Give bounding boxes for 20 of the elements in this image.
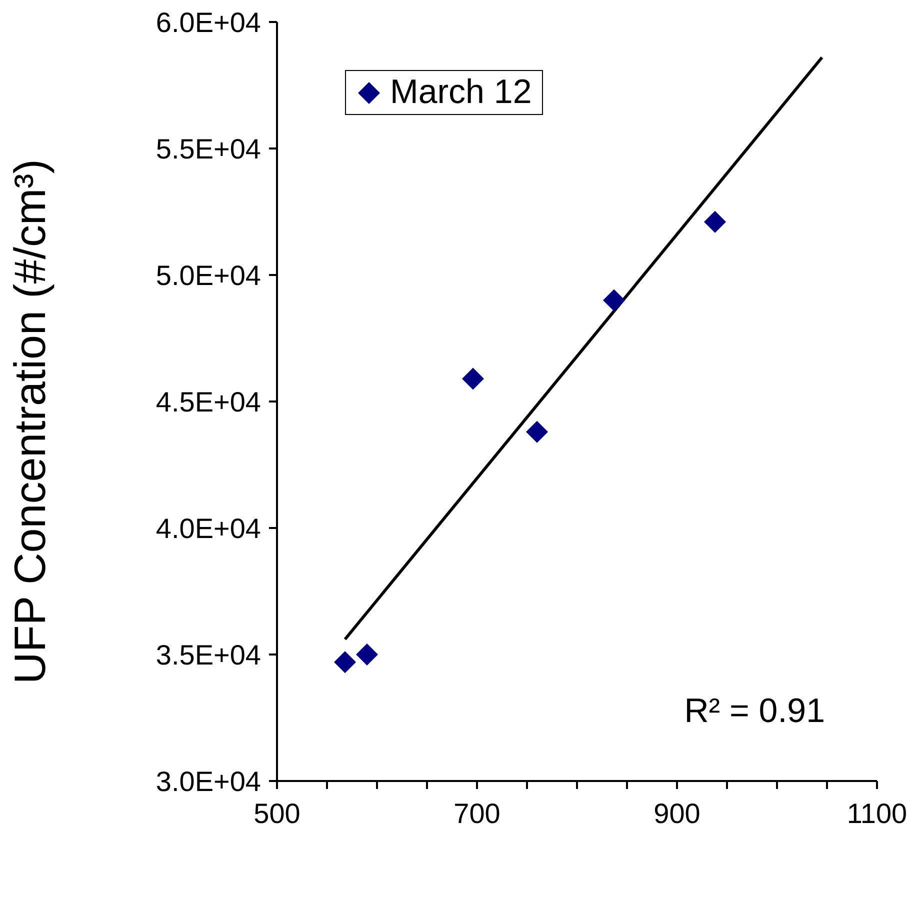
y-tick-label: 3.5E+04 [156,639,261,670]
x-tick-label: 900 [654,798,700,829]
y-tick-label: 5.0E+04 [156,260,261,291]
point [603,289,625,312]
y-axis-title: UFP Concentration (#/cm³) [6,159,55,684]
point [334,651,356,674]
y-tick-label: 4.0E+04 [156,512,261,544]
y-tick-label: 4.5E+04 [156,386,261,418]
legend-label: March 12 [390,73,532,112]
point [704,210,726,233]
y-tick-label: 3.0E+04 [156,766,261,797]
x-tick-label: 700 [454,798,500,829]
point [526,420,548,443]
point [356,644,378,666]
point [462,368,484,390]
x-tick-label: 500 [254,798,300,829]
y-tick-label: 6.0E+04 [156,6,261,38]
annotation: R² = 0.91 [684,692,825,731]
y-tick-label: 5.5E+04 [156,133,261,164]
x-tick-label: 1100 [846,798,907,829]
